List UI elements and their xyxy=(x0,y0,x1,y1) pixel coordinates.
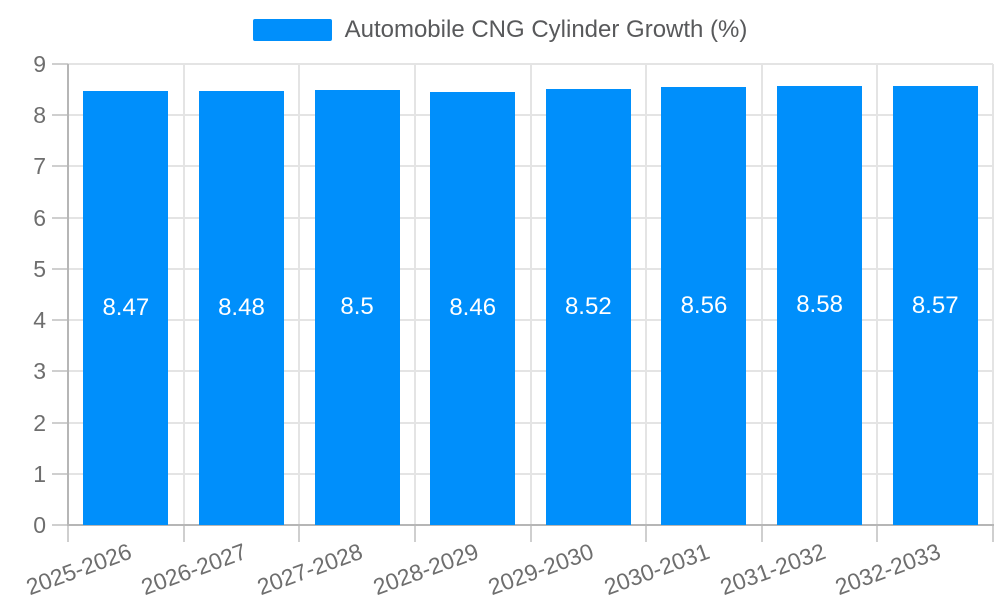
bar[interactable]: 8.57 xyxy=(892,86,978,525)
y-tick-label: 0 xyxy=(33,512,46,538)
x-axis-tick xyxy=(760,525,763,542)
bar-value-label: 8.52 xyxy=(564,292,612,320)
y-axis-tick xyxy=(52,370,68,373)
y-tick-label: 3 xyxy=(33,358,46,385)
legend-swatch-icon xyxy=(252,19,332,41)
bar[interactable]: 8.5 xyxy=(314,89,400,525)
x-gridline xyxy=(992,64,994,525)
y-tick-label: 5 xyxy=(33,255,46,282)
y-axis-tick xyxy=(52,421,68,424)
x-category-label: 2030-2031 xyxy=(600,538,713,600)
bar-value-label: 8.57 xyxy=(911,291,959,319)
y-tick-label: 1 xyxy=(33,460,46,487)
x-category-label: 2028-2029 xyxy=(369,538,482,600)
x-gridline xyxy=(413,64,416,525)
x-gridline xyxy=(876,64,879,525)
bar-value-label: 8.5 xyxy=(340,293,374,321)
bar-value-label: 8.56 xyxy=(680,291,728,319)
legend[interactable]: Automobile CNG Cylinder Growth (%) xyxy=(0,16,1000,44)
bar[interactable]: 8.46 xyxy=(430,91,516,525)
x-axis-tick xyxy=(67,525,69,542)
y-tick-label: 8 xyxy=(33,102,46,129)
x-gridline xyxy=(298,64,301,525)
y-axis-tick xyxy=(52,472,68,475)
y-axis-tick xyxy=(52,524,68,526)
x-axis-tick xyxy=(876,525,879,542)
y-tick-label: 6 xyxy=(33,204,46,231)
bar-value-label: 8.46 xyxy=(449,294,497,322)
y-axis-tick xyxy=(52,216,68,219)
y-axis-tick xyxy=(52,63,68,65)
y-tick-label: 7 xyxy=(33,153,46,180)
y-tick-label: 2 xyxy=(33,409,46,436)
x-gridline xyxy=(529,64,532,525)
bar[interactable]: 8.58 xyxy=(777,85,863,525)
y-axis-tick xyxy=(52,114,68,117)
x-gridline xyxy=(182,64,185,525)
y-tick-label: 9 xyxy=(33,51,46,77)
x-category-label: 2029-2030 xyxy=(484,538,598,600)
y-axis-tick xyxy=(52,165,68,168)
bar[interactable]: 8.48 xyxy=(198,90,284,525)
x-gridline xyxy=(760,64,763,525)
x-category-label: 2025-2026 xyxy=(22,538,135,600)
x-axis-tick xyxy=(645,525,648,542)
x-gridline xyxy=(645,64,648,525)
bar[interactable]: 8.47 xyxy=(83,91,169,525)
x-category-label: 2031-2032 xyxy=(716,538,829,600)
legend-label: Automobile CNG Cylinder Growth (%) xyxy=(344,16,748,43)
bar-value-label: 8.47 xyxy=(102,294,150,322)
bar-value-label: 8.58 xyxy=(796,291,843,319)
bar[interactable]: 8.52 xyxy=(545,88,631,525)
x-category-label: 2032-2033 xyxy=(831,538,945,600)
x-axis-tick xyxy=(992,525,994,542)
x-axis-tick xyxy=(182,525,185,542)
x-axis-tick xyxy=(413,525,416,542)
bar-value-label: 8.48 xyxy=(218,293,265,321)
x-category-label: 2026-2027 xyxy=(138,538,251,600)
x-axis-tick xyxy=(529,525,532,542)
y-tick-label: 4 xyxy=(33,307,46,334)
bar[interactable]: 8.56 xyxy=(661,86,747,525)
x-axis-line xyxy=(67,524,994,526)
y-axis-line xyxy=(67,64,69,525)
x-axis-tick xyxy=(298,525,301,542)
x-category-label: 2027-2028 xyxy=(253,538,366,600)
y-axis-tick xyxy=(52,267,68,270)
y-axis-tick xyxy=(52,319,68,322)
